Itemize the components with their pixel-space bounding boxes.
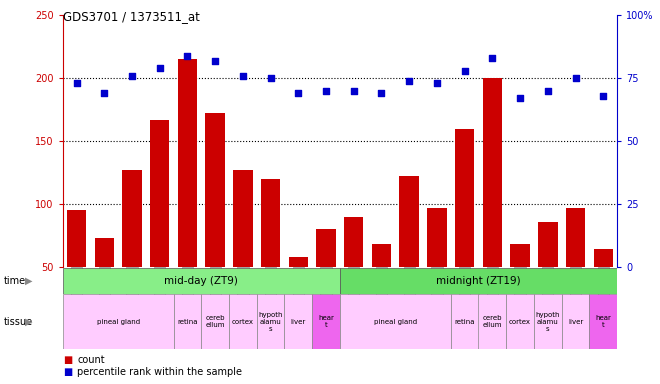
Text: ▶: ▶ xyxy=(25,276,32,286)
Text: hear
t: hear t xyxy=(318,315,334,328)
Text: hear
t: hear t xyxy=(595,315,611,328)
Bar xyxy=(427,208,447,330)
Bar xyxy=(178,60,197,330)
Point xyxy=(487,55,498,61)
Text: percentile rank within the sample: percentile rank within the sample xyxy=(77,367,242,377)
Bar xyxy=(284,294,312,349)
Bar xyxy=(229,294,257,349)
Bar xyxy=(233,170,253,330)
Point xyxy=(376,90,387,96)
Bar xyxy=(257,294,284,349)
Text: hypoth
alamu
s: hypoth alamu s xyxy=(258,311,283,332)
Text: liver: liver xyxy=(290,319,306,324)
Point xyxy=(154,65,165,71)
Bar xyxy=(316,229,336,330)
Point xyxy=(543,88,553,94)
Text: time: time xyxy=(3,276,26,286)
Point xyxy=(515,95,525,101)
Bar xyxy=(63,294,174,349)
Point xyxy=(293,90,304,96)
Text: retina: retina xyxy=(454,319,475,324)
Bar xyxy=(534,294,562,349)
Bar xyxy=(174,294,201,349)
Bar xyxy=(261,179,280,330)
Bar xyxy=(312,294,340,349)
Bar xyxy=(340,268,617,294)
Bar xyxy=(538,222,558,330)
Bar xyxy=(340,294,451,349)
Text: cereb
ellum: cereb ellum xyxy=(205,315,225,328)
Text: pineal gland: pineal gland xyxy=(96,319,140,324)
Point xyxy=(404,78,414,84)
Point xyxy=(432,80,442,86)
Text: cortex: cortex xyxy=(509,319,531,324)
Text: hypoth
alamu
s: hypoth alamu s xyxy=(535,311,560,332)
Bar xyxy=(478,294,506,349)
Bar xyxy=(455,129,475,330)
Point xyxy=(182,53,193,59)
Text: GDS3701 / 1373511_at: GDS3701 / 1373511_at xyxy=(63,10,199,23)
Point xyxy=(238,73,248,79)
Bar xyxy=(506,294,534,349)
Bar xyxy=(510,244,530,330)
Bar xyxy=(372,244,391,330)
Point xyxy=(265,75,276,81)
Text: tissue: tissue xyxy=(3,316,32,327)
Text: ■: ■ xyxy=(63,355,72,365)
Bar xyxy=(288,257,308,330)
Text: ■: ■ xyxy=(63,367,72,377)
Point xyxy=(598,93,609,99)
Bar xyxy=(201,294,229,349)
Text: count: count xyxy=(77,355,105,365)
Bar xyxy=(344,217,364,330)
Bar xyxy=(150,120,170,330)
Text: mid-day (ZT9): mid-day (ZT9) xyxy=(164,276,238,286)
Bar xyxy=(205,113,225,330)
Point xyxy=(210,58,220,64)
Bar xyxy=(566,208,585,330)
Bar xyxy=(63,268,340,294)
Point xyxy=(459,68,470,74)
Text: midnight (ZT19): midnight (ZT19) xyxy=(436,276,521,286)
Text: pineal gland: pineal gland xyxy=(374,319,417,324)
Bar xyxy=(589,294,617,349)
Bar xyxy=(67,210,86,330)
Point xyxy=(127,73,137,79)
Bar xyxy=(482,78,502,330)
Text: retina: retina xyxy=(177,319,198,324)
Bar xyxy=(399,176,419,330)
Bar xyxy=(94,238,114,330)
Text: cereb
ellum: cereb ellum xyxy=(482,315,502,328)
Point xyxy=(348,88,359,94)
Text: cortex: cortex xyxy=(232,319,254,324)
Text: ▶: ▶ xyxy=(25,316,32,327)
Point xyxy=(71,80,82,86)
Bar xyxy=(593,249,613,330)
Point xyxy=(570,75,581,81)
Bar xyxy=(122,170,142,330)
Bar xyxy=(562,294,589,349)
Bar xyxy=(451,294,478,349)
Text: liver: liver xyxy=(568,319,583,324)
Point xyxy=(99,90,110,96)
Point xyxy=(321,88,331,94)
